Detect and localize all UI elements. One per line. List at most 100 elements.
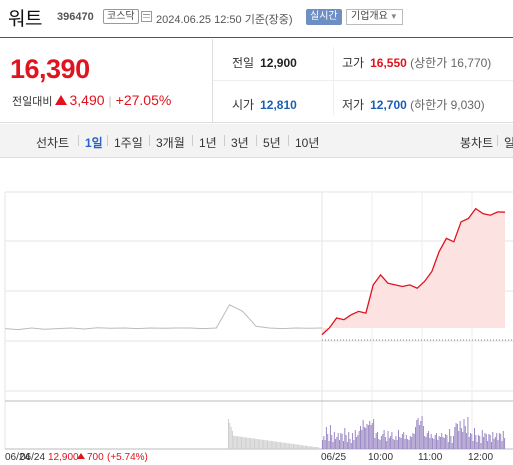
volume-bar	[392, 439, 394, 449]
volume-bar	[449, 429, 451, 449]
volume-bar	[246, 437, 248, 449]
volume-bar	[278, 442, 280, 449]
tab-divider	[256, 135, 257, 146]
volume-bar	[387, 431, 389, 449]
realtime-badge[interactable]: 실시간	[306, 9, 342, 25]
tab-divider	[224, 135, 225, 146]
volume-bar	[471, 434, 473, 449]
stock-name: 워트	[8, 9, 42, 30]
tab-more[interactable]: 일	[504, 136, 513, 150]
volume-bar	[282, 442, 284, 449]
volume-bar	[430, 434, 432, 449]
chevron-down-icon: ▼	[389, 12, 398, 21]
volume-bar	[239, 436, 241, 449]
volume-bar	[357, 435, 359, 449]
tab-candle-chart[interactable]: 봉차트	[460, 136, 494, 150]
volume-bar	[476, 442, 478, 449]
company-info-dropdown[interactable]: 기업개요 ▼	[346, 9, 403, 25]
volume-bar	[437, 440, 439, 449]
volume-bar	[491, 442, 492, 449]
volume-bar	[243, 437, 245, 449]
tab-line-chart[interactable]: 선차트	[36, 136, 70, 150]
chart-marks	[4, 207, 506, 336]
volume-bar	[475, 435, 477, 449]
volume-bar	[442, 437, 444, 449]
volume-bar	[352, 433, 354, 449]
tab-5y[interactable]: 5년	[263, 136, 281, 150]
volume-bar	[489, 435, 491, 449]
volume-bar	[464, 426, 466, 449]
volume-bar	[502, 431, 504, 449]
volume-bar	[231, 431, 233, 449]
tab-divider	[288, 135, 289, 146]
volume-bar	[264, 440, 266, 449]
series-prev-day-line	[4, 304, 323, 331]
volume-bar	[358, 431, 360, 449]
volume-bar	[335, 439, 337, 449]
volume-bar	[400, 438, 402, 449]
x-axis-labels: 06/24 06/25 10:00 11:00 12:00	[5, 452, 493, 463]
open-value: 12,810	[260, 98, 297, 112]
tab-1y[interactable]: 1년	[199, 136, 217, 150]
volume-bar	[325, 427, 327, 449]
volume-bar	[418, 425, 420, 449]
volume-bar	[267, 440, 268, 449]
volume-bar	[459, 421, 461, 449]
volume-bar	[454, 427, 456, 449]
volume-bar	[333, 432, 335, 449]
volume-bar	[479, 436, 481, 449]
volume-bar	[315, 447, 317, 449]
volume-bar	[274, 441, 276, 449]
volume-bar	[311, 446, 313, 449]
low-label: 저가	[342, 98, 365, 112]
volume-bar	[345, 435, 347, 449]
volume-bar	[492, 432, 494, 449]
volume-bar	[453, 436, 454, 449]
change-amount: 3,490	[69, 92, 105, 108]
volume-bar	[241, 436, 242, 449]
volume-bar	[354, 430, 356, 449]
volume-bar	[407, 439, 409, 449]
tab-1d[interactable]: 1일	[85, 136, 103, 150]
volume-bar	[235, 436, 237, 449]
volume-bar	[497, 440, 499, 449]
volume-bar	[498, 433, 500, 449]
volume-bar	[237, 436, 239, 449]
volume-bar	[388, 438, 390, 449]
volume-bar	[228, 419, 229, 449]
change-pct: +27.05%	[115, 92, 172, 108]
volume-bar	[304, 445, 306, 449]
tab-10y[interactable]: 10년	[295, 136, 320, 150]
volume-bar	[434, 435, 436, 449]
volume-bar	[375, 433, 377, 449]
tab-3y[interactable]: 3년	[231, 136, 249, 150]
volume-bar	[323, 436, 325, 449]
tab-3m[interactable]: 3개월	[156, 136, 185, 150]
volume-bar	[472, 441, 474, 449]
volume-bar	[350, 443, 352, 449]
volume-bar	[273, 441, 275, 449]
volume-bar	[259, 439, 261, 449]
column-divider	[333, 47, 334, 115]
volume-bar	[353, 440, 355, 449]
volume-bar	[441, 433, 443, 449]
volume-bar	[456, 424, 458, 449]
volume-bar	[500, 434, 502, 449]
volume-bar	[367, 425, 369, 449]
tab-1w[interactable]: 1주일	[114, 136, 143, 150]
prev-close: 전일 12,900	[232, 54, 297, 71]
volume-bar	[365, 428, 367, 449]
volume-bar	[336, 437, 338, 449]
footer-date: 06/24	[20, 452, 45, 463]
volume-bar	[447, 442, 449, 449]
volume-bar	[308, 446, 310, 449]
volume-bar	[395, 436, 397, 449]
volume-bar	[432, 438, 433, 449]
volume-bar	[298, 444, 300, 449]
volume-bar	[252, 438, 254, 449]
volume-bar	[467, 417, 469, 449]
change-label: 전일대비	[12, 96, 53, 108]
x-tick-label: 12:00	[468, 452, 493, 463]
volume-bar	[268, 440, 270, 449]
open-label: 시가	[232, 98, 255, 112]
